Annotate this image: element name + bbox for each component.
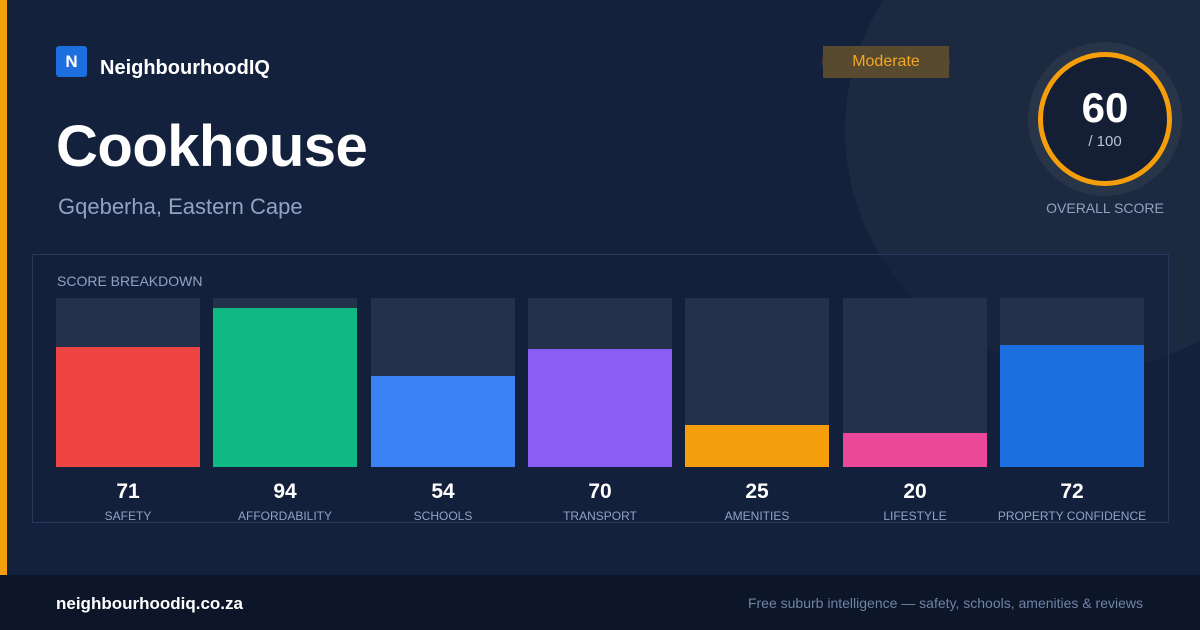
score-bar-value: 20 [903, 480, 927, 503]
score-breakdown-panel: SCORE BREAKDOWN 71 SAFETY 94 AFFORDABILITY 5… [32, 254, 1169, 523]
brand-logo-icon: N [56, 46, 87, 77]
score-bar-label: PROPERTY CONFIDENCE [997, 509, 1147, 523]
score-bar-track [1000, 298, 1144, 467]
score-bar-schools: 54 SCHOOLS [371, 298, 515, 523]
score-bar-value: 72 [1060, 480, 1084, 503]
footer: neighbourhoodiq.co.za Free suburb intell… [0, 575, 1200, 630]
overall-score-caption: OVERALL SCORE [1046, 200, 1164, 216]
suburb-title: Cookhouse [56, 114, 368, 179]
score-bar-fill [528, 349, 672, 467]
score-bar-label: TRANSPORT [563, 509, 637, 523]
score-bar-track [528, 298, 672, 467]
score-bar-label: SAFETY [104, 509, 152, 523]
score-bar-track [843, 298, 987, 467]
score-bar-fill [843, 433, 987, 467]
score-bar-track [213, 298, 357, 467]
score-bar-fill [56, 347, 200, 467]
score-bar-fill [213, 308, 357, 467]
status-badge-label: Moderate [823, 46, 949, 78]
score-bar-value: 54 [431, 480, 455, 503]
brand-logo-letter: N [65, 51, 78, 71]
score-bar-track [56, 298, 200, 467]
score-bar-safety: 71 SAFETY [56, 298, 200, 523]
brand-name[interactable]: NeighbourhoodIQ [100, 57, 270, 79]
score-bar-track [371, 298, 515, 467]
score-bar-value: 70 [588, 480, 612, 503]
footer-url-link[interactable]: neighbourhoodiq.co.za [56, 594, 243, 613]
score-bar-fill [685, 425, 829, 467]
suburb-location: Gqeberha, Eastern Cape [58, 194, 303, 219]
score-breakdown-title: SCORE BREAKDOWN [57, 273, 203, 289]
score-bar-lifestyle: 20 LIFESTYLE [843, 298, 987, 523]
status-badge: Moderate [822, 46, 950, 78]
overall-score-value: 60 [1081, 84, 1129, 131]
score-bar-label: SCHOOLS [413, 509, 473, 523]
score-bar-label: LIFESTYLE [883, 509, 947, 523]
overall-score-max: / 100 [1088, 133, 1122, 150]
accent-bar [0, 0, 7, 575]
score-bar-affordability: 94 AFFORDABILITY [213, 298, 357, 523]
overall-score-ring [1038, 52, 1172, 186]
score-bar-amenities: 25 AMENITIES [685, 298, 829, 523]
score-bar-label: AMENITIES [724, 509, 790, 523]
score-bar-fill [371, 376, 515, 467]
score-bar-property-confidence: 72 PROPERTY CONFIDENCE [998, 298, 1146, 523]
score-bar-track [685, 298, 829, 467]
footer-tagline: Free suburb intelligence — safety, schoo… [747, 595, 1143, 611]
score-bar-value: 25 [745, 480, 769, 503]
score-bar-transport: 70 TRANSPORT [528, 298, 672, 523]
score-bar-label: AFFORDABILITY [237, 509, 332, 523]
score-bar-fill [1000, 345, 1144, 467]
score-bar-value: 71 [116, 480, 140, 503]
score-bar-value: 94 [273, 480, 297, 503]
